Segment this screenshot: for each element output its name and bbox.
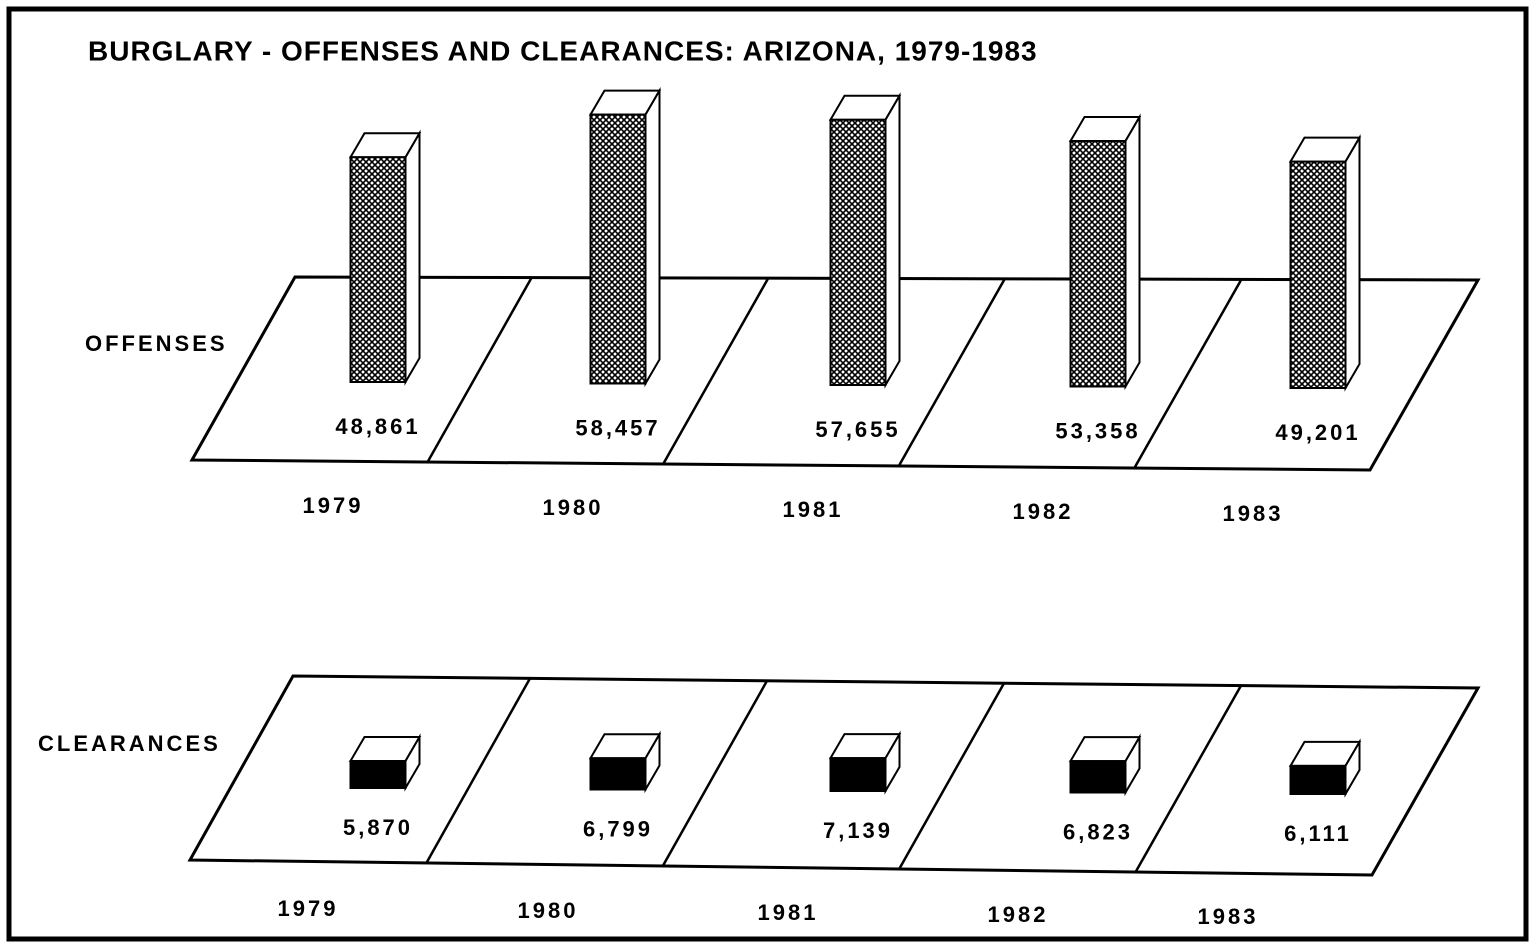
bar — [349, 156, 407, 383]
value-label: 6,111 — [1284, 821, 1352, 846]
divider — [1133, 278, 1243, 469]
x-tick-label: 1982 — [1013, 499, 1074, 524]
x-tick-label: 1983 — [1223, 501, 1284, 526]
bar — [349, 759, 407, 789]
x-tick-label: 1979 — [278, 896, 339, 921]
chart-title: BURGLARY - OFFENSES AND CLEARANCES: ARIZ… — [88, 35, 1038, 66]
value-label: 5,870 — [343, 815, 413, 840]
row-label: OFFENSES — [85, 331, 228, 356]
x-tick-label: 1979 — [303, 493, 364, 518]
value-label: 58,457 — [575, 415, 660, 440]
bar — [829, 757, 887, 792]
x-tick-label: 1980 — [543, 495, 604, 520]
x-tick-label: 1981 — [758, 900, 819, 925]
value-label: 48,861 — [335, 414, 420, 439]
x-tick-label: 1981 — [783, 497, 844, 522]
bar — [829, 118, 887, 387]
bar — [1069, 140, 1127, 388]
value-label: 53,358 — [1055, 418, 1140, 443]
divider — [426, 276, 533, 463]
value-label: 6,823 — [1063, 819, 1133, 844]
bar-side — [1124, 113, 1141, 391]
divider — [1134, 684, 1243, 873]
row-label: CLEARANCES — [38, 731, 221, 756]
value-label: 6,799 — [583, 816, 653, 841]
bar-side — [644, 86, 661, 388]
bar-side — [404, 129, 421, 386]
divider — [425, 677, 532, 864]
bar — [589, 757, 647, 791]
value-label: 57,655 — [815, 417, 900, 442]
divider — [898, 682, 1006, 870]
x-tick-label: 1980 — [518, 898, 579, 923]
divider — [661, 680, 769, 867]
bar — [1289, 764, 1347, 796]
x-tick-label: 1983 — [1198, 904, 1259, 929]
value-label: 49,201 — [1275, 420, 1360, 445]
value-label: 7,139 — [823, 818, 893, 843]
bar-side — [884, 92, 901, 389]
divider — [897, 278, 1006, 467]
bar — [1289, 160, 1347, 389]
bar — [589, 113, 647, 385]
bar-side — [1344, 133, 1361, 392]
bar — [1069, 760, 1127, 794]
frame — [6, 6, 1529, 942]
divider — [662, 277, 770, 465]
x-tick-label: 1982 — [988, 902, 1049, 927]
